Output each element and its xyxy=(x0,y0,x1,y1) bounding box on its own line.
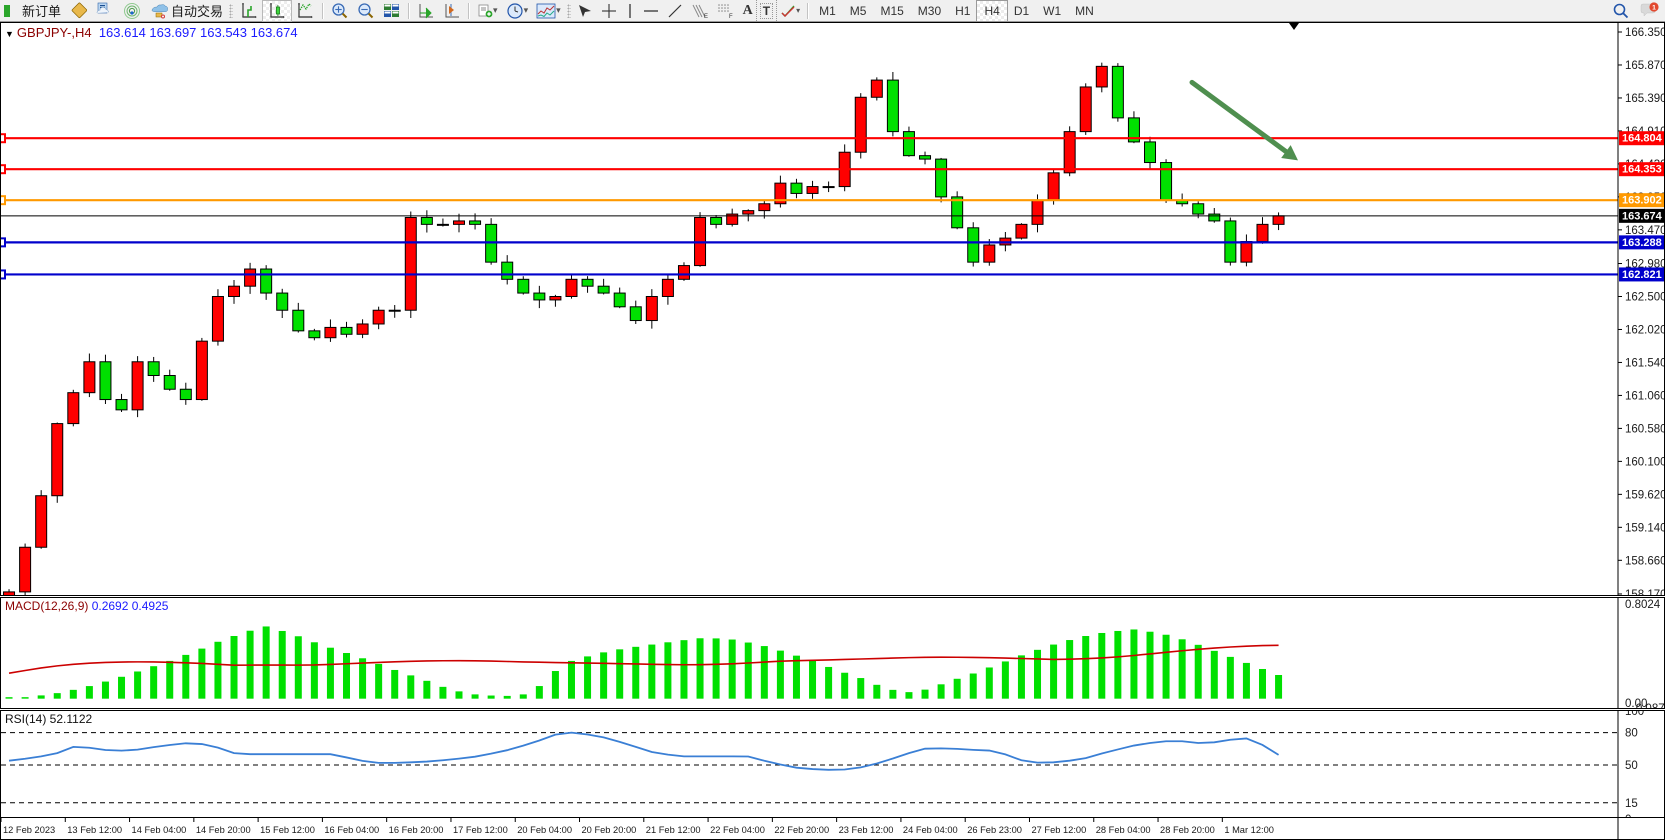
svg-text:14 Feb 20:00: 14 Feb 20:00 xyxy=(196,825,251,835)
svg-text:50: 50 xyxy=(1625,760,1638,772)
svg-text:162.500: 162.500 xyxy=(1625,291,1665,303)
svg-text:22 Feb 20:00: 22 Feb 20:00 xyxy=(774,825,829,835)
svg-text:164.804: 164.804 xyxy=(1622,133,1663,145)
svg-text:160.100: 160.100 xyxy=(1625,456,1665,468)
svg-text:160.580: 160.580 xyxy=(1625,423,1665,435)
svg-text:24 Feb 04:00: 24 Feb 04:00 xyxy=(903,825,958,835)
svg-text:26 Feb 23:00: 26 Feb 23:00 xyxy=(967,825,1022,835)
svg-text:16 Feb 20:00: 16 Feb 20:00 xyxy=(389,825,444,835)
svg-text:163.902: 163.902 xyxy=(1622,195,1662,207)
svg-text:16 Feb 04:00: 16 Feb 04:00 xyxy=(324,825,379,835)
svg-text:F: F xyxy=(729,14,733,19)
svg-text:163.288: 163.288 xyxy=(1622,237,1662,249)
svg-text:1 Mar 12:00: 1 Mar 12:00 xyxy=(1224,825,1274,835)
svg-text:28 Feb 04:00: 28 Feb 04:00 xyxy=(1096,825,1151,835)
svg-text:100: 100 xyxy=(1625,711,1644,718)
svg-text:-0.0873: -0.0873 xyxy=(1632,703,1665,709)
svg-text:28 Feb 20:00: 28 Feb 20:00 xyxy=(1160,825,1215,835)
svg-text:163.470: 163.470 xyxy=(1625,225,1665,237)
svg-text:161.060: 161.060 xyxy=(1625,390,1665,402)
svg-text:165.390: 165.390 xyxy=(1625,93,1665,105)
svg-text:27 Feb 12:00: 27 Feb 12:00 xyxy=(1031,825,1086,835)
svg-text:80: 80 xyxy=(1625,728,1638,740)
svg-text:20 Feb 04:00: 20 Feb 04:00 xyxy=(517,825,572,835)
svg-text:162.821: 162.821 xyxy=(1622,269,1662,281)
svg-text:22 Feb 04:00: 22 Feb 04:00 xyxy=(710,825,765,835)
svg-text:159.140: 159.140 xyxy=(1625,522,1665,534)
svg-text:162.020: 162.020 xyxy=(1625,324,1665,336)
svg-text:163.674: 163.674 xyxy=(1622,210,1663,222)
svg-text:23 Feb 12:00: 23 Feb 12:00 xyxy=(839,825,894,835)
svg-text:161.540: 161.540 xyxy=(1625,357,1665,369)
svg-text:158.660: 158.660 xyxy=(1625,555,1665,567)
svg-text:1: 1 xyxy=(1652,4,1656,11)
svg-text:0.8024: 0.8024 xyxy=(1625,599,1661,611)
svg-text:15: 15 xyxy=(1625,798,1638,810)
svg-text:17 Feb 12:00: 17 Feb 12:00 xyxy=(453,825,508,835)
svg-text:14 Feb 04:00: 14 Feb 04:00 xyxy=(132,825,187,835)
svg-text:E: E xyxy=(704,14,708,19)
svg-text:159.620: 159.620 xyxy=(1625,489,1665,501)
svg-text:13 Feb 12:00: 13 Feb 12:00 xyxy=(67,825,122,835)
svg-text:158.170: 158.170 xyxy=(1625,589,1665,596)
svg-text:20 Feb 20:00: 20 Feb 20:00 xyxy=(582,825,637,835)
svg-text:21 Feb 12:00: 21 Feb 12:00 xyxy=(646,825,701,835)
svg-text:15 Feb 12:00: 15 Feb 12:00 xyxy=(260,825,315,835)
svg-text:12 Feb 2023: 12 Feb 2023 xyxy=(3,825,55,835)
svg-text:165.870: 165.870 xyxy=(1625,60,1665,72)
svg-text:164.353: 164.353 xyxy=(1622,164,1662,176)
svg-text:166.350: 166.350 xyxy=(1625,27,1665,39)
